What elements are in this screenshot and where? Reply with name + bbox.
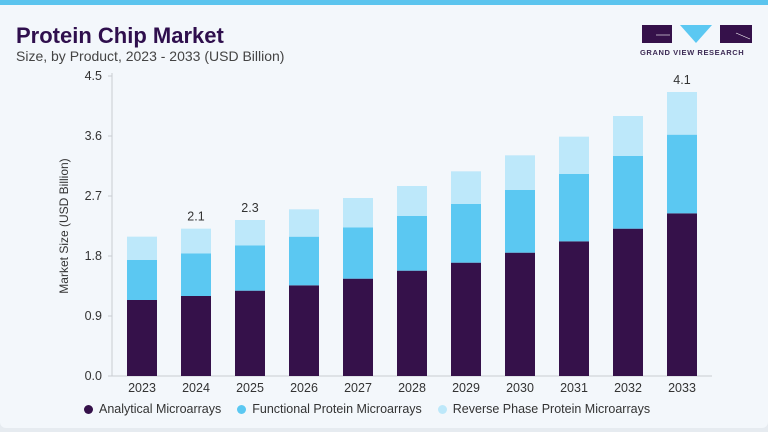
bar-segment-2028-1 (397, 216, 427, 271)
data-label: 4.1 (673, 73, 690, 87)
bar-segment-2032-0 (613, 228, 643, 376)
legend-dot-icon (237, 404, 247, 414)
legend-item: Analytical Microarrays (84, 402, 221, 416)
bar-segment-2025-2 (235, 220, 265, 246)
x-tick-label: 2030 (506, 381, 534, 395)
bar-segment-2025-1 (235, 245, 265, 291)
x-tick-label: 2032 (614, 381, 642, 395)
chart-subtitle: Size, by Product, 2023 - 2033 (USD Billi… (16, 48, 285, 64)
y-tick-label: 0.9 (85, 309, 102, 323)
bar-segment-2026-2 (289, 209, 319, 237)
logo-text: GRAND VIEW RESEARCH (640, 48, 745, 57)
data-label: 2.1 (187, 210, 204, 224)
bar-segment-2027-0 (343, 278, 373, 376)
bar-segment-2026-0 (289, 285, 319, 376)
bar-segment-2027-1 (343, 227, 373, 279)
x-tick-label: 2027 (344, 381, 372, 395)
y-tick-label: 3.6 (85, 129, 102, 143)
bar-segment-2025-0 (235, 290, 265, 376)
x-tick-label: 2023 (128, 381, 156, 395)
bar-segment-2029-1 (451, 204, 481, 263)
y-tick-label: 1.8 (85, 249, 102, 263)
bar-segment-2032-2 (613, 116, 643, 156)
y-tick-label: 0.0 (85, 369, 102, 383)
bar-segment-2033-0 (667, 213, 697, 376)
legend-label: Reverse Phase Protein Microarrays (452, 402, 651, 416)
grand-view-research-logo-icon (642, 25, 752, 43)
x-tick-label: 2028 (398, 381, 426, 395)
bar-segment-2024-2 (181, 228, 211, 254)
x-tick-label: 2033 (668, 381, 696, 395)
bar-segment-2024-0 (181, 296, 211, 376)
bar-segment-2030-2 (505, 155, 535, 190)
bar-segment-2030-0 (505, 252, 535, 376)
bar-segment-2023-2 (127, 236, 157, 260)
chart-title: Protein Chip Market (16, 23, 224, 48)
legend-label: Analytical Microarrays (99, 402, 222, 416)
bar-segment-2024-1 (181, 253, 211, 296)
bar-segment-2023-1 (127, 260, 157, 300)
bar-segment-2028-0 (397, 270, 427, 376)
legend: Analytical Microarrays Functional Protein… (84, 402, 650, 416)
bar-segment-2031-1 (559, 174, 589, 242)
bar-segment-2027-2 (343, 198, 373, 228)
x-tick-label: 2025 (236, 381, 264, 395)
y-tick-label: 2.7 (85, 189, 102, 203)
legend-dot-icon (84, 404, 93, 414)
legend-label: Functional Protein Microarrays (252, 402, 422, 416)
bar-segment-2032-1 (613, 156, 643, 229)
bar-segment-2031-0 (559, 241, 589, 376)
data-label: 2.3 (241, 201, 258, 215)
bar-segment-2031-2 (559, 136, 589, 174)
bar-segment-2030-1 (505, 190, 535, 253)
x-tick-label: 2029 (452, 381, 480, 395)
y-tick-label: 4.5 (85, 69, 102, 83)
bar-segment-2033-2 (667, 92, 697, 135)
bar-segment-2029-2 (451, 171, 481, 204)
x-tick-label: 2026 (290, 381, 318, 395)
y-axis-label: Market Size (USD Billion) (57, 158, 71, 293)
x-tick-label: 2024 (182, 381, 210, 395)
bar-segment-2028-2 (397, 186, 427, 216)
bar-segment-2023-0 (127, 300, 157, 376)
x-tick-label: 2031 (560, 381, 588, 395)
bar-segment-2026-1 (289, 236, 319, 286)
legend-item: Reverse Phase Protein Microarrays (437, 402, 651, 416)
legend-item: Functional Protein Microarrays (237, 402, 422, 416)
bar-segment-2029-0 (451, 262, 481, 376)
legend-dot-icon (437, 404, 447, 414)
bar-segment-2033-1 (667, 134, 697, 214)
